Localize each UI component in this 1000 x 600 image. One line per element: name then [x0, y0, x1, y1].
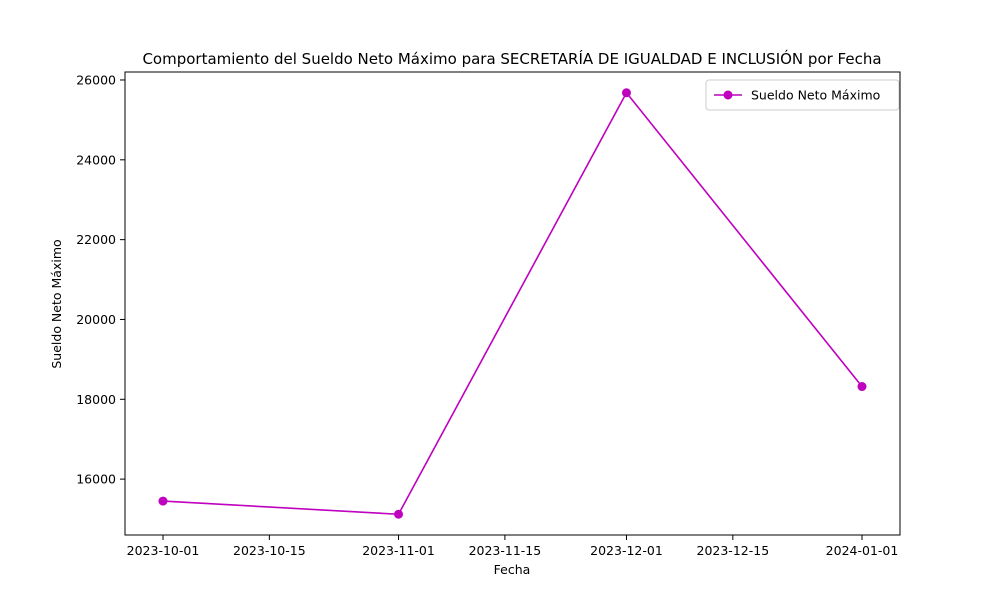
x-tick-label: 2023-10-15 [233, 543, 306, 558]
x-tick-label: 2024-01-01 [826, 543, 899, 558]
legend-marker [723, 90, 733, 100]
x-axis: 2023-10-01 2023-10-15 2023-11-01 2023-11-15… [127, 535, 899, 558]
series-line [162, 91, 863, 516]
y-axis-label: Sueldo Neto Máximo [49, 239, 64, 368]
x-tick-label: 2023-12-01 [590, 543, 663, 558]
legend-label: Sueldo Neto Máximo [751, 88, 880, 103]
plot-frame [124, 71, 901, 536]
chart-title: Comportamiento del Sueldo Neto Máximo pa… [142, 49, 881, 68]
data-point [394, 509, 404, 519]
data-point [857, 382, 867, 392]
x-tick-label: 2023-11-01 [362, 543, 435, 558]
legend: Sueldo Neto Máximo [705, 79, 900, 111]
x-tick-label: 2023-10-01 [127, 543, 200, 558]
y-tick-label: 22000 [76, 232, 116, 247]
y-tick-label: 18000 [76, 392, 116, 407]
y-axis: 16000 18000 20000 22000 24000 26000 [76, 72, 125, 487]
y-tick-label: 16000 [76, 472, 116, 487]
plot-area [124, 71, 901, 536]
x-tick-label: 2023-11-15 [469, 543, 542, 558]
x-axis-label: Fecha [494, 562, 531, 577]
data-point [621, 88, 631, 98]
data-point [158, 496, 168, 506]
x-tick-label: 2023-12-15 [697, 543, 770, 558]
y-tick-label: 24000 [76, 152, 116, 167]
legend-box [705, 79, 900, 111]
y-tick-label: 20000 [76, 312, 116, 327]
y-tick-label: 26000 [76, 72, 116, 87]
